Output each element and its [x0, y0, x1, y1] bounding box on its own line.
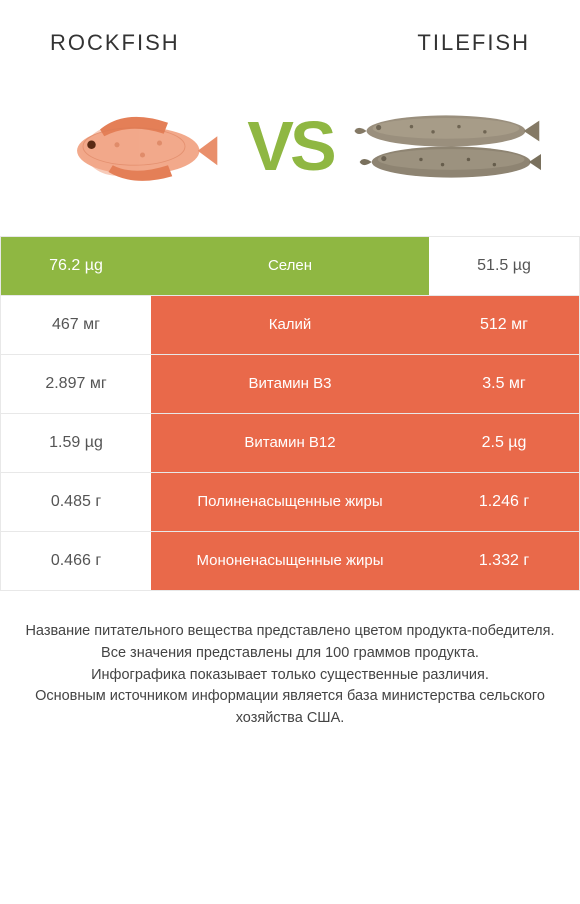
- tilefish-image: [343, 86, 550, 206]
- value-right: 2.5 µg: [429, 414, 579, 472]
- header-right: Tilefish: [417, 30, 530, 56]
- value-right: 1.332 г: [429, 532, 579, 590]
- nutrient-label: Селен: [151, 237, 429, 295]
- nutrient-label: Полиненасыщенные жиры: [151, 473, 429, 531]
- nutrition-row: 76.2 µgСелен51.5 µg: [1, 237, 579, 296]
- value-left: 76.2 µg: [1, 237, 151, 295]
- footer-line-4: Основным источником информации является …: [20, 686, 560, 730]
- footer-line-2: Все значения представлены для 100 граммо…: [20, 643, 560, 665]
- nutrient-label: Мононенасыщенные жиры: [151, 532, 429, 590]
- footer-line-3: Инфографика показывает только существенн…: [20, 665, 560, 687]
- rockfish-image: [30, 86, 237, 206]
- value-left: 2.897 мг: [1, 355, 151, 413]
- nutrition-row: 467 мгКалий512 мг: [1, 296, 579, 355]
- value-left: 0.466 г: [1, 532, 151, 590]
- value-left: 0.485 г: [1, 473, 151, 531]
- value-right: 51.5 µg: [429, 237, 579, 295]
- header-left: Rockfish: [50, 30, 180, 56]
- nutrient-label: Витамин B3: [151, 355, 429, 413]
- value-left: 467 мг: [1, 296, 151, 354]
- value-right: 3.5 мг: [429, 355, 579, 413]
- vs-label: VS: [247, 106, 332, 186]
- nutrition-row: 0.485 гПолиненасыщенные жиры1.246 г: [1, 473, 579, 532]
- nutrition-row: 1.59 µgВитамин B122.5 µg: [1, 414, 579, 473]
- nutrition-row: 0.466 гМононенасыщенные жиры1.332 г: [1, 532, 579, 590]
- nutrition-row: 2.897 мгВитамин B33.5 мг: [1, 355, 579, 414]
- nutrient-label: Калий: [151, 296, 429, 354]
- footer-notes: Название питательного вещества представл…: [0, 591, 580, 730]
- value-right: 512 мг: [429, 296, 579, 354]
- nutrition-table: 76.2 µgСелен51.5 µg467 мгКалий512 мг2.89…: [0, 236, 580, 591]
- value-right: 1.246 г: [429, 473, 579, 531]
- footer-line-1: Название питательного вещества представл…: [20, 621, 560, 643]
- nutrient-label: Витамин B12: [151, 414, 429, 472]
- value-left: 1.59 µg: [1, 414, 151, 472]
